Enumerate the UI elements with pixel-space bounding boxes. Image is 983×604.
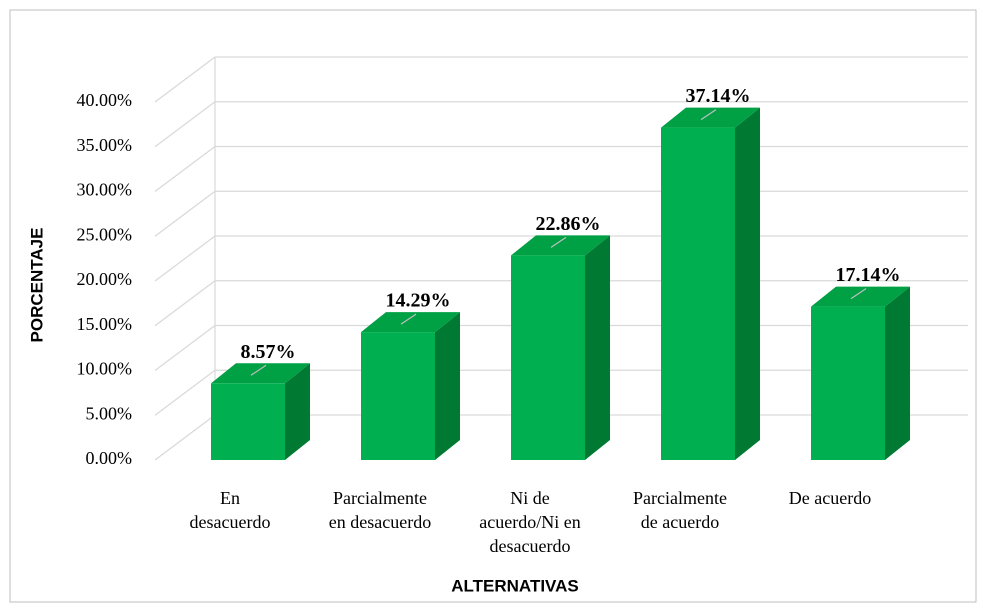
bar-top <box>211 363 310 384</box>
x-tick-label: de acuerdo <box>641 512 719 532</box>
bar-top <box>811 286 910 307</box>
y-tick-label: 35.00% <box>77 135 133 155</box>
bar-top <box>661 107 760 128</box>
grid-line-side <box>154 414 216 461</box>
label-leader <box>700 109 717 121</box>
value-label: 14.29% <box>386 290 451 312</box>
bar <box>811 306 885 460</box>
x-tick-label: desacuerdo <box>490 536 571 556</box>
grid-line-side <box>154 325 216 371</box>
value-label: 22.86% <box>536 213 601 235</box>
grid-line-side <box>154 369 216 416</box>
x-tick-label: De acuerdo <box>789 488 871 508</box>
x-axis-title: ALTERNATIVAS <box>451 576 579 595</box>
grid-line-side <box>154 56 216 103</box>
bar-side <box>435 312 460 460</box>
value-label: 17.14% <box>836 264 901 286</box>
value-label: 8.57% <box>241 341 296 363</box>
bar-side <box>735 107 760 461</box>
grid-line-side <box>154 235 216 282</box>
bar-side <box>585 235 610 460</box>
y-tick-label: 0.00% <box>86 448 133 468</box>
label-leader <box>550 236 567 248</box>
bar-top <box>511 235 610 256</box>
x-tick-label: Parcialmente <box>633 488 727 508</box>
y-tick-label: 20.00% <box>77 269 133 289</box>
grid-line-side <box>154 190 216 237</box>
bar <box>661 127 735 461</box>
bar-side <box>885 286 910 460</box>
y-tick-label: 5.00% <box>86 403 133 423</box>
x-tick-label: En <box>220 488 240 508</box>
x-tick-label: desacuerdo <box>190 512 271 532</box>
label-leader <box>400 313 417 325</box>
y-axis-title: PORCENTAJE <box>27 228 46 343</box>
bar <box>211 383 285 460</box>
grid-line-side <box>154 101 216 148</box>
y-tick-label: 25.00% <box>77 224 133 244</box>
y-tick-label: 30.00% <box>77 180 133 200</box>
x-tick-label: Ni de <box>510 488 550 508</box>
y-tick-label: 40.00% <box>77 90 133 110</box>
grid-line-side <box>154 146 216 192</box>
y-tick-label: 15.00% <box>77 314 133 334</box>
value-label: 37.14% <box>686 85 751 107</box>
bar-top <box>361 312 460 333</box>
bar <box>361 332 435 460</box>
x-tick-label: en desacuerdo <box>329 512 431 532</box>
label-leader <box>850 288 867 300</box>
label-leader <box>250 364 267 376</box>
bar-side <box>285 363 310 460</box>
bar <box>511 255 585 460</box>
y-tick-label: 10.00% <box>77 359 133 379</box>
x-tick-label: Parcialmente <box>333 488 427 508</box>
grid-line-side <box>154 280 216 327</box>
x-tick-label: acuerdo/Ni en <box>479 512 580 532</box>
